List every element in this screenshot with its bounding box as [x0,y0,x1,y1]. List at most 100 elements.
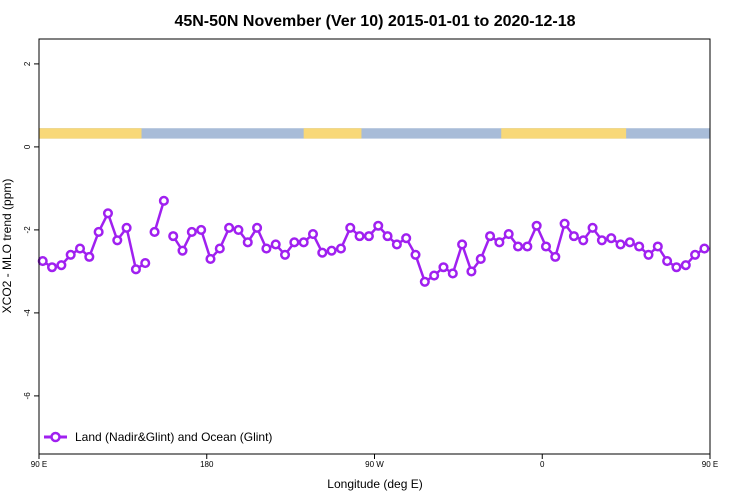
data-point [578,235,589,246]
data-point [652,241,663,252]
legend-label: Land (Nadir&Glint) and Ocean (Glint) [75,430,272,444]
data-point [37,255,48,267]
data-point [233,224,244,235]
series-points [37,195,710,287]
data-point [671,262,682,273]
x-tick-label: 90 W [365,460,384,469]
data-point [596,235,607,246]
plot-frame [38,38,711,455]
data-point [158,195,169,206]
x-axis: 90 E 180 90 W 0 90 E [31,454,718,469]
x-tick-label: 0 [540,460,545,469]
data-point [615,239,626,250]
data-point [503,229,514,240]
data-point [56,260,67,271]
data-point [540,241,552,252]
data-point [261,243,272,254]
data-point [606,233,617,244]
data-point [149,226,160,238]
x-axis-label: Longitude (deg E) [327,477,422,491]
data-point [438,262,449,273]
data-point [699,243,710,254]
data-point [512,241,524,252]
data-point [252,222,263,233]
data-point [680,260,691,271]
data-point [46,262,58,273]
y-tick-label: -2 [23,226,32,234]
data-point [326,245,337,256]
data-point [186,226,197,238]
data-point [568,231,579,242]
y-tick-label: 0 [23,144,32,149]
series-segment [172,222,706,284]
data-point [485,231,496,242]
y-tick-label: 2 [23,61,32,66]
data-point [335,243,347,254]
data-point [457,239,468,250]
data-point [662,255,673,267]
data-point [196,224,207,235]
data-point [634,241,645,252]
y-axis: 2 0 -2 -4 -6 [23,61,39,399]
data-point [475,253,486,265]
series-segment [42,212,146,271]
data-point [429,270,440,281]
data-point [494,237,505,248]
land-band [303,128,362,139]
data-point [522,241,533,252]
y-axis-label: XCO2 - MLO trend (ppm) [0,179,14,314]
data-point [205,253,216,265]
data-point [550,251,561,262]
legend: Land (Nadir&Glint) and Ocean (Glint) [44,430,272,444]
data-point [373,220,384,231]
legend-marker-swatch [50,431,61,443]
data-point [242,237,253,248]
data-point [419,276,430,287]
data-point [307,229,319,240]
data-point [345,222,356,233]
data-point [224,222,235,233]
data-point [177,245,188,256]
data-point [130,264,141,275]
data-point [93,226,104,238]
data-point [74,243,86,254]
data-point [317,247,328,258]
data-point [466,266,477,277]
x-tick-label: 90 E [31,460,47,469]
data-point [112,235,123,246]
y-tick-label: -6 [23,392,32,400]
data-point [270,239,281,250]
series-segment [153,200,166,233]
data-point [168,231,179,242]
data-point [531,220,542,231]
data-point [447,268,458,279]
data-point [289,237,300,248]
data-point [410,249,421,260]
data-point [363,231,374,242]
ocean-band [39,128,710,139]
data-point [65,249,76,260]
data-point [298,237,309,248]
data-point [354,231,365,242]
data-point [690,249,701,260]
x-tick-label: 180 [200,460,214,469]
y-tick-label: -4 [23,309,32,317]
data-point [214,243,225,254]
land-ocean-strip [39,128,710,139]
chart-title: 45N-50N November (Ver 10) 2015-01-01 to … [174,13,575,30]
data-point [382,231,393,242]
data-point [643,249,654,260]
data-point [279,249,291,260]
data-point [84,251,95,262]
data-point [391,239,402,250]
data-point [559,218,570,229]
land-band [501,128,627,139]
data-point [140,258,151,269]
data-point [587,222,598,233]
data-point [624,237,635,248]
data-point [121,222,132,233]
x-tick-label: 90 E [702,460,718,469]
land-band [39,128,142,139]
data-point [102,208,114,219]
